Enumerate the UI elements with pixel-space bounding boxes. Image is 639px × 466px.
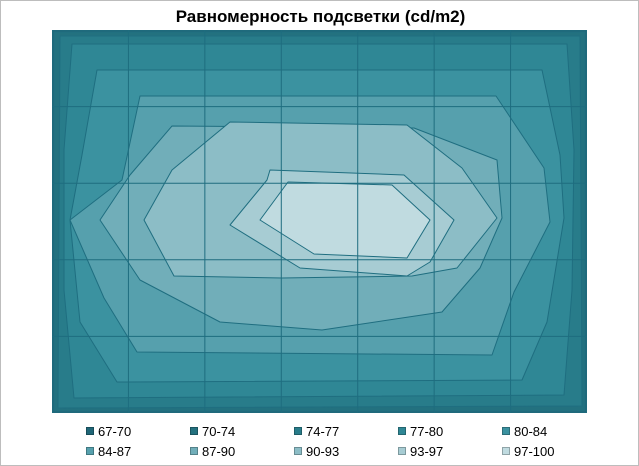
legend-label: 67-70 <box>98 423 132 439</box>
legend-item: 74-77 <box>294 421 339 441</box>
legend-label: 97-100 <box>514 443 555 459</box>
legend-label: 93-97 <box>410 443 444 459</box>
legend-item: 67-70 <box>86 421 131 441</box>
legend-item: 70-74 <box>190 421 235 441</box>
legend-swatch <box>502 427 510 435</box>
legend-swatch <box>86 427 94 435</box>
legend-label: 84-87 <box>98 443 132 459</box>
contour-band-97-100 <box>259 181 431 259</box>
legend-label: 80-84 <box>514 423 548 439</box>
legend-swatch <box>190 427 198 435</box>
legend: 67-70 70-74 74-77 77-80 80-84 84-87 87-90 90-93… <box>86 419 606 463</box>
legend-swatch <box>502 447 510 455</box>
legend-label: 87-90 <box>202 443 236 459</box>
legend-label: 74-77 <box>306 423 340 439</box>
legend-item: 77-80 <box>398 421 443 441</box>
legend-item: 80-84 <box>502 421 547 441</box>
legend-item: 90-93 <box>294 441 339 461</box>
legend-label: 90-93 <box>306 443 340 459</box>
legend-item: 97-100 <box>502 441 554 461</box>
legend-item: 84-87 <box>86 441 131 461</box>
legend-swatch <box>86 447 94 455</box>
legend-swatch <box>398 427 406 435</box>
chart-title: Равномерность подсветки (cd/m2) <box>175 7 466 26</box>
legend-label: 77-80 <box>410 423 444 439</box>
legend-item: 93-97 <box>398 441 443 461</box>
contour-plot <box>52 30 587 413</box>
legend-label: 70-74 <box>202 423 236 439</box>
legend-swatch <box>398 447 406 455</box>
legend-swatch <box>294 427 302 435</box>
legend-swatch <box>190 447 198 455</box>
legend-item: 87-90 <box>190 441 235 461</box>
legend-swatch <box>294 447 302 455</box>
